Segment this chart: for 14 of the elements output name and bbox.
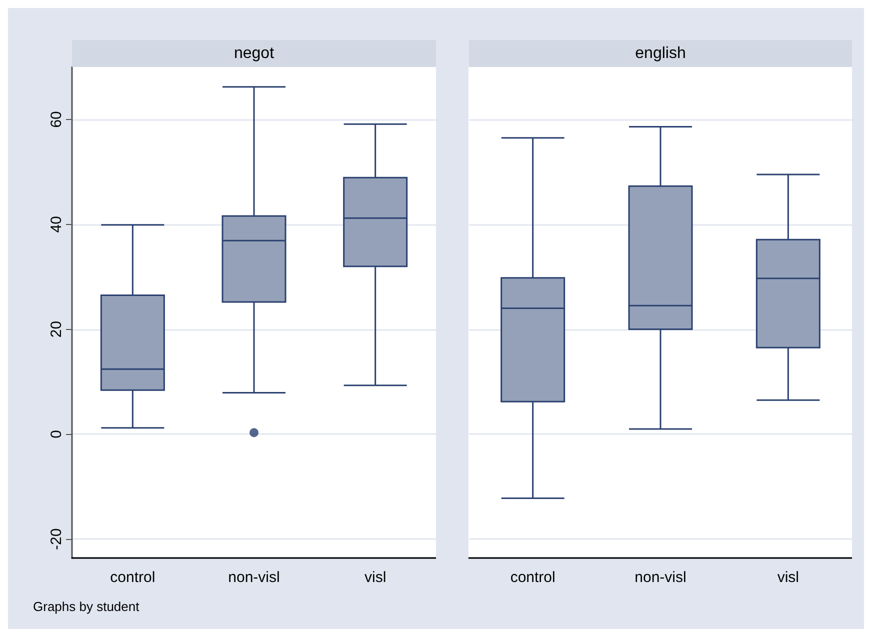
y-tick-label: 40 (48, 216, 65, 233)
x-tick-label: control (510, 569, 556, 586)
x-tick-label: non-visl (634, 569, 686, 586)
chart-title: english (469, 40, 852, 67)
x-tick-label: visl (364, 569, 386, 586)
y-tick-label: 0 (48, 430, 65, 438)
text: Graphs by student (33, 599, 140, 614)
y-tick-label: 20 (48, 320, 65, 338)
y-tick-label: -20 (48, 528, 65, 550)
x-tick-label: control (110, 569, 156, 586)
chart-title: negot (72, 40, 436, 67)
x-tick-label: non-visl (228, 569, 280, 586)
y-tick-label: 60 (48, 111, 65, 128)
x-tick-label: visl (777, 569, 800, 586)
